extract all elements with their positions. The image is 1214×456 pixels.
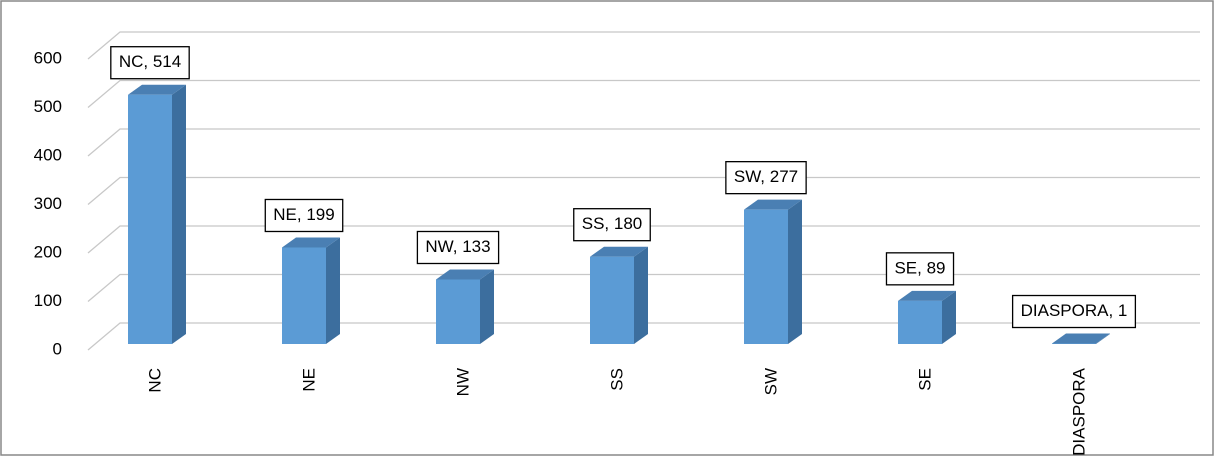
grid-line	[87, 225, 1200, 254]
y-tick-label: 600	[34, 48, 62, 67]
bar	[436, 279, 480, 344]
data-label: DIASPORA, 1	[1021, 301, 1128, 320]
bar-side	[1096, 333, 1110, 344]
bar	[128, 94, 172, 345]
bar-top	[436, 269, 494, 280]
bar-top	[898, 290, 956, 301]
bar	[282, 247, 326, 344]
x-tick-label: DIASPORA	[1069, 367, 1088, 456]
x-tick-label: NE	[299, 368, 318, 392]
bar	[898, 300, 942, 344]
data-label: SS, 180	[582, 214, 643, 233]
y-tick-label: 500	[34, 97, 62, 116]
y-tick-label: 400	[34, 145, 62, 164]
data-label: NW, 133	[425, 237, 490, 256]
bar-top	[282, 237, 340, 248]
data-label: NE, 199	[273, 205, 334, 224]
data-label-box	[885, 252, 955, 286]
bar-side	[942, 290, 956, 344]
x-tick-label: SW	[761, 368, 780, 395]
x-tick-label: SS	[607, 368, 626, 391]
y-tick-label: 100	[34, 291, 62, 310]
data-label-box	[573, 208, 651, 242]
data-label-box	[725, 161, 807, 195]
bar	[744, 209, 788, 344]
bar-side	[788, 199, 802, 344]
x-tick-label: NC	[145, 368, 164, 393]
y-tick-label: 300	[34, 194, 62, 213]
grid-line	[87, 322, 1200, 351]
bar-top	[128, 84, 186, 95]
data-label-box	[1011, 294, 1137, 329]
grid-line	[87, 176, 1200, 205]
data-label-box	[264, 198, 344, 233]
bar	[590, 256, 634, 344]
grid-line	[87, 79, 1200, 108]
x-tick-label: NW	[453, 368, 472, 396]
data-label: NC, 514	[119, 52, 181, 71]
y-tick-label: 0	[53, 339, 62, 358]
data-label-box	[416, 230, 500, 265]
grid-line	[87, 31, 1200, 60]
bar-side	[634, 246, 648, 344]
data-label: SE, 89	[894, 258, 945, 277]
bar-top	[744, 199, 802, 210]
bar-side	[326, 237, 340, 344]
grid-line	[87, 273, 1200, 302]
bar-side	[172, 84, 186, 345]
bar-side	[480, 269, 494, 344]
y-tick-label: 200	[34, 242, 62, 261]
bar-top	[590, 246, 648, 257]
data-label-box	[110, 46, 190, 80]
bar-top	[1052, 333, 1110, 344]
x-tick-label: SE	[915, 368, 934, 391]
grid-line	[87, 128, 1200, 157]
data-label: SW, 277	[734, 167, 798, 186]
